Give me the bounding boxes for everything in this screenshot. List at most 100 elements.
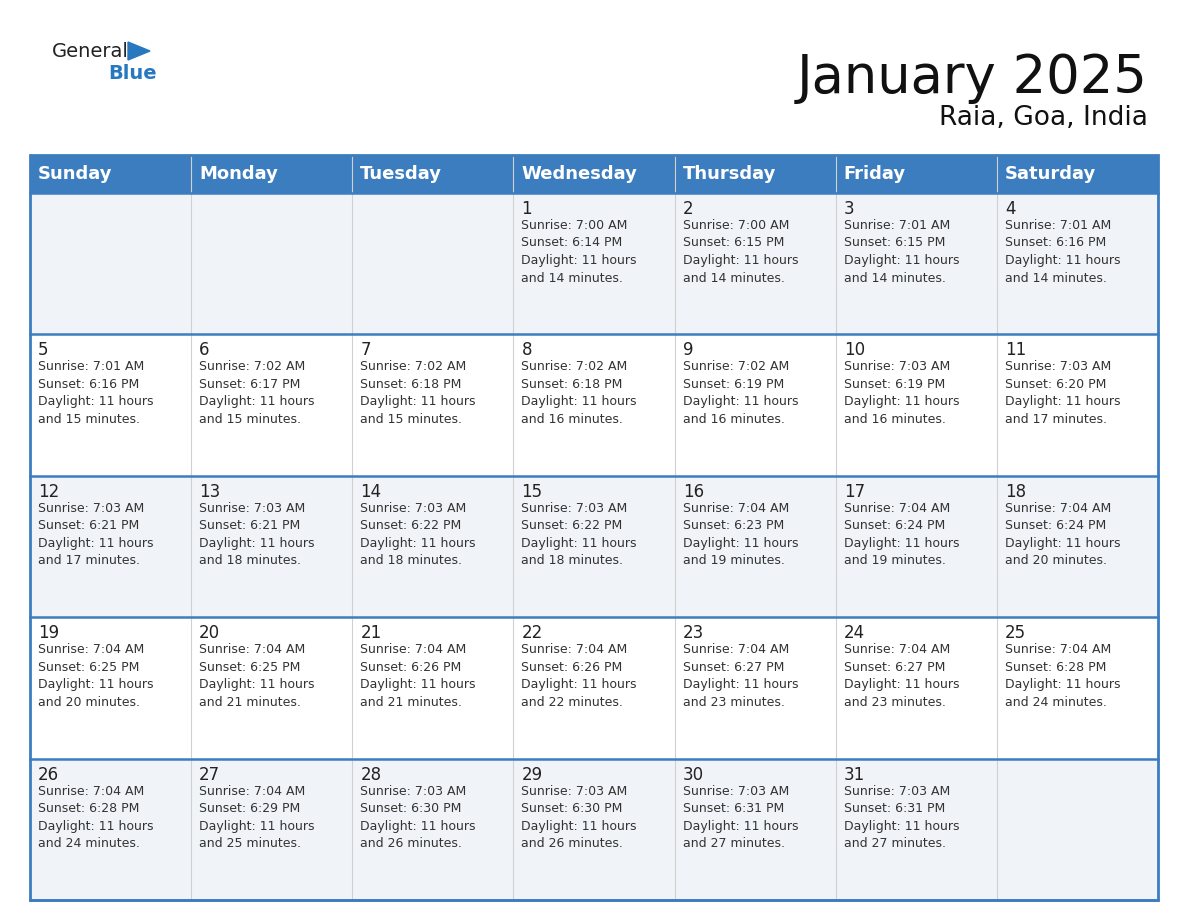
Bar (353, 476, 513, 617)
Bar (835, 758, 997, 900)
Text: Sunrise: 7:03 AM
Sunset: 6:30 PM
Daylight: 11 hours
and 26 minutes.: Sunrise: 7:03 AM Sunset: 6:30 PM Dayligh… (522, 785, 637, 850)
Bar (191, 476, 353, 617)
Text: 2: 2 (683, 200, 694, 218)
Text: 17: 17 (843, 483, 865, 501)
Text: Sunrise: 7:04 AM
Sunset: 6:23 PM
Daylight: 11 hours
and 19 minutes.: Sunrise: 7:04 AM Sunset: 6:23 PM Dayligh… (683, 502, 798, 567)
Text: Thursday: Thursday (683, 165, 776, 183)
Text: 3: 3 (843, 200, 854, 218)
Text: 10: 10 (843, 341, 865, 360)
Text: 27: 27 (200, 766, 220, 784)
Bar (997, 334, 1158, 476)
Bar (835, 476, 997, 617)
Bar (30, 758, 191, 900)
Text: Sunrise: 7:04 AM
Sunset: 6:25 PM
Daylight: 11 hours
and 21 minutes.: Sunrise: 7:04 AM Sunset: 6:25 PM Dayligh… (200, 644, 315, 709)
Text: Sunrise: 7:03 AM
Sunset: 6:31 PM
Daylight: 11 hours
and 27 minutes.: Sunrise: 7:03 AM Sunset: 6:31 PM Dayligh… (683, 785, 798, 850)
Text: Sunday: Sunday (38, 165, 113, 183)
Text: 8: 8 (522, 341, 532, 360)
Text: 29: 29 (522, 766, 543, 784)
Bar (513, 193, 675, 334)
Bar (191, 758, 353, 900)
Bar (835, 193, 997, 334)
Text: 31: 31 (843, 766, 865, 784)
Bar (675, 155, 835, 193)
Text: Sunrise: 7:04 AM
Sunset: 6:25 PM
Daylight: 11 hours
and 20 minutes.: Sunrise: 7:04 AM Sunset: 6:25 PM Dayligh… (38, 644, 153, 709)
Text: January 2025: January 2025 (797, 52, 1148, 104)
Bar (513, 155, 675, 193)
Bar (513, 758, 675, 900)
Bar (835, 617, 997, 758)
Bar (191, 193, 353, 334)
Text: 6: 6 (200, 341, 210, 360)
Bar (353, 334, 513, 476)
Text: Friday: Friday (843, 165, 906, 183)
Text: 23: 23 (683, 624, 703, 643)
Text: Sunrise: 7:00 AM
Sunset: 6:15 PM
Daylight: 11 hours
and 14 minutes.: Sunrise: 7:00 AM Sunset: 6:15 PM Dayligh… (683, 219, 798, 285)
Text: 25: 25 (1005, 624, 1026, 643)
Bar (191, 334, 353, 476)
Bar (30, 476, 191, 617)
Text: Sunrise: 7:04 AM
Sunset: 6:26 PM
Daylight: 11 hours
and 22 minutes.: Sunrise: 7:04 AM Sunset: 6:26 PM Dayligh… (522, 644, 637, 709)
Text: 24: 24 (843, 624, 865, 643)
Bar (997, 476, 1158, 617)
Text: Sunrise: 7:04 AM
Sunset: 6:28 PM
Daylight: 11 hours
and 24 minutes.: Sunrise: 7:04 AM Sunset: 6:28 PM Dayligh… (1005, 644, 1120, 709)
Text: 16: 16 (683, 483, 703, 501)
Bar (30, 155, 191, 193)
Bar (675, 193, 835, 334)
Text: General: General (52, 42, 128, 61)
Bar (997, 155, 1158, 193)
Bar (997, 758, 1158, 900)
Text: Sunrise: 7:04 AM
Sunset: 6:29 PM
Daylight: 11 hours
and 25 minutes.: Sunrise: 7:04 AM Sunset: 6:29 PM Dayligh… (200, 785, 315, 850)
Text: Wednesday: Wednesday (522, 165, 637, 183)
Bar (191, 155, 353, 193)
Bar (835, 334, 997, 476)
Text: Sunrise: 7:04 AM
Sunset: 6:24 PM
Daylight: 11 hours
and 20 minutes.: Sunrise: 7:04 AM Sunset: 6:24 PM Dayligh… (1005, 502, 1120, 567)
Text: Sunrise: 7:00 AM
Sunset: 6:14 PM
Daylight: 11 hours
and 14 minutes.: Sunrise: 7:00 AM Sunset: 6:14 PM Dayligh… (522, 219, 637, 285)
Text: Blue: Blue (108, 64, 157, 83)
Text: Sunrise: 7:02 AM
Sunset: 6:17 PM
Daylight: 11 hours
and 15 minutes.: Sunrise: 7:02 AM Sunset: 6:17 PM Dayligh… (200, 361, 315, 426)
Text: 9: 9 (683, 341, 693, 360)
Text: Sunrise: 7:04 AM
Sunset: 6:24 PM
Daylight: 11 hours
and 19 minutes.: Sunrise: 7:04 AM Sunset: 6:24 PM Dayligh… (843, 502, 959, 567)
Bar (675, 617, 835, 758)
Bar (353, 758, 513, 900)
Text: Sunrise: 7:03 AM
Sunset: 6:21 PM
Daylight: 11 hours
and 18 minutes.: Sunrise: 7:03 AM Sunset: 6:21 PM Dayligh… (200, 502, 315, 567)
Text: 26: 26 (38, 766, 59, 784)
Text: Sunrise: 7:04 AM
Sunset: 6:28 PM
Daylight: 11 hours
and 24 minutes.: Sunrise: 7:04 AM Sunset: 6:28 PM Dayligh… (38, 785, 153, 850)
Bar (353, 155, 513, 193)
Text: 15: 15 (522, 483, 543, 501)
Bar (30, 334, 191, 476)
Text: Sunrise: 7:02 AM
Sunset: 6:18 PM
Daylight: 11 hours
and 15 minutes.: Sunrise: 7:02 AM Sunset: 6:18 PM Dayligh… (360, 361, 476, 426)
Text: Sunrise: 7:04 AM
Sunset: 6:27 PM
Daylight: 11 hours
and 23 minutes.: Sunrise: 7:04 AM Sunset: 6:27 PM Dayligh… (843, 644, 959, 709)
Text: Sunrise: 7:03 AM
Sunset: 6:20 PM
Daylight: 11 hours
and 17 minutes.: Sunrise: 7:03 AM Sunset: 6:20 PM Dayligh… (1005, 361, 1120, 426)
Bar (513, 476, 675, 617)
Text: 19: 19 (38, 624, 59, 643)
Text: 11: 11 (1005, 341, 1026, 360)
Bar (835, 155, 997, 193)
Text: Sunrise: 7:03 AM
Sunset: 6:21 PM
Daylight: 11 hours
and 17 minutes.: Sunrise: 7:03 AM Sunset: 6:21 PM Dayligh… (38, 502, 153, 567)
Bar (675, 476, 835, 617)
Bar (513, 617, 675, 758)
Text: 7: 7 (360, 341, 371, 360)
Text: Sunrise: 7:03 AM
Sunset: 6:31 PM
Daylight: 11 hours
and 27 minutes.: Sunrise: 7:03 AM Sunset: 6:31 PM Dayligh… (843, 785, 959, 850)
Text: 4: 4 (1005, 200, 1016, 218)
Text: 13: 13 (200, 483, 221, 501)
Text: 18: 18 (1005, 483, 1026, 501)
Text: Sunrise: 7:02 AM
Sunset: 6:19 PM
Daylight: 11 hours
and 16 minutes.: Sunrise: 7:02 AM Sunset: 6:19 PM Dayligh… (683, 361, 798, 426)
Text: 14: 14 (360, 483, 381, 501)
Text: 28: 28 (360, 766, 381, 784)
Bar (675, 334, 835, 476)
Text: 22: 22 (522, 624, 543, 643)
Text: 1: 1 (522, 200, 532, 218)
Text: Saturday: Saturday (1005, 165, 1097, 183)
Bar (30, 617, 191, 758)
Bar (513, 334, 675, 476)
Text: 30: 30 (683, 766, 703, 784)
Bar (353, 617, 513, 758)
Bar (675, 758, 835, 900)
Text: Sunrise: 7:03 AM
Sunset: 6:22 PM
Daylight: 11 hours
and 18 minutes.: Sunrise: 7:03 AM Sunset: 6:22 PM Dayligh… (522, 502, 637, 567)
Text: Tuesday: Tuesday (360, 165, 442, 183)
Text: 12: 12 (38, 483, 59, 501)
Bar (997, 193, 1158, 334)
Text: Sunrise: 7:03 AM
Sunset: 6:30 PM
Daylight: 11 hours
and 26 minutes.: Sunrise: 7:03 AM Sunset: 6:30 PM Dayligh… (360, 785, 476, 850)
Text: 20: 20 (200, 624, 220, 643)
Bar (353, 193, 513, 334)
